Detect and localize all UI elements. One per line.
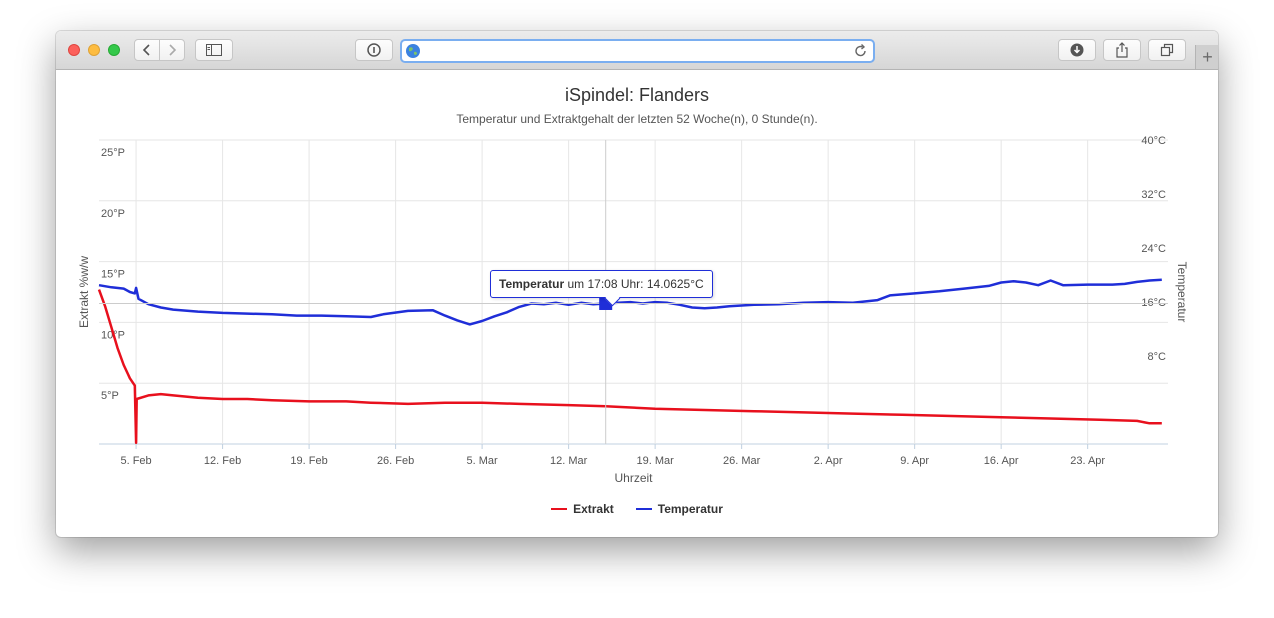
chart-tooltip: Temperatur um 17:08 Uhr: 14.0625°C [490,270,713,307]
y-right-tick-label: 40°C [1141,135,1166,147]
x-tick-label: 12. Mar [550,455,588,467]
legend-swatch-extrakt [551,508,568,510]
y-right-tick-label: 8°C [1148,351,1167,363]
sidebar-icon [206,44,222,56]
x-tick-label: 26. Mar [723,455,761,467]
sidebar-button[interactable] [195,39,233,61]
reload-icon[interactable] [854,43,868,59]
legend-swatch-temperatur [635,508,652,510]
download-icon [1070,43,1084,57]
plus-icon: + [1202,47,1213,67]
x-tick-label: 26. Feb [377,455,414,467]
y-left-tick-label: 15°P [101,269,125,281]
forward-icon [169,44,177,56]
browser-toolbar: + [56,31,1218,70]
downloads-button[interactable] [1058,39,1096,61]
x-tick-label: 5. Mar [467,455,499,467]
reader-icon [367,43,381,57]
legend-label-temperatur: Temperatur [657,502,723,516]
chart-legend: Extrakt Temperatur [56,502,1218,516]
minimize-window-button[interactable] [88,44,100,56]
address-bar[interactable] [400,39,875,63]
chart-container: iSpindel: Flanders Temperatur und Extrak… [56,70,1218,537]
y-left-tick-label: 25°P [101,147,125,159]
back-icon [142,44,150,56]
tooltip-text: um 17:08 Uhr: 14.0625°C [564,277,704,291]
forward-button[interactable] [159,39,185,61]
share-icon [1116,42,1128,58]
x-tick-label: 9. Apr [900,455,929,467]
legend-item-extrakt[interactable]: Extrakt [551,502,614,516]
series-line-extrakt[interactable] [97,289,1162,445]
new-tab-button[interactable]: + [1195,45,1218,69]
line-chart[interactable]: 5. Feb 12. Feb 19. Feb 26. Feb 5. Mar 12. Mar… [56,70,1218,537]
x-tick-label: 12. Feb [204,455,241,467]
y-axis-left-title: Extrakt %w/w [77,256,91,328]
x-tick-label: 19. Mar [636,455,674,467]
x-tick-label: 2. Apr [814,455,843,467]
globe-icon [406,44,420,58]
close-window-button[interactable] [68,44,80,56]
browser-window: + iSpindel: Flanders Temperatur und Extr… [56,31,1218,537]
y-left-tick-label: 5°P [101,390,119,402]
y-right-tick-label: 24°C [1141,243,1166,255]
x-tick-label: 19. Feb [290,455,327,467]
back-button[interactable] [134,39,160,61]
chart-subtitle: Temperatur und Extraktgehalt der letzten… [456,112,818,126]
x-tick-label: 5. Feb [120,455,151,467]
y-axis-right-title: Temperatur [1175,262,1189,323]
reader-button[interactable] [355,39,393,61]
chart-title: iSpindel: Flanders [564,85,710,105]
share-button[interactable] [1103,39,1141,61]
tabs-overview-button[interactable] [1148,39,1186,61]
legend-item-temperatur[interactable]: Temperatur [635,502,723,516]
x-axis-title: Uhrzeit [614,471,653,485]
y-right-tick-label: 32°C [1141,189,1166,201]
x-tick-label: 16. Apr [984,455,1019,467]
x-tick-label: 23. Apr [1070,455,1105,467]
maximize-window-button[interactable] [108,44,120,56]
legend-label-extrakt: Extrakt [573,502,614,516]
tabs-icon [1160,43,1174,57]
y-left-tick-label: 20°P [101,208,125,220]
tooltip-series: Temperatur [499,277,565,291]
